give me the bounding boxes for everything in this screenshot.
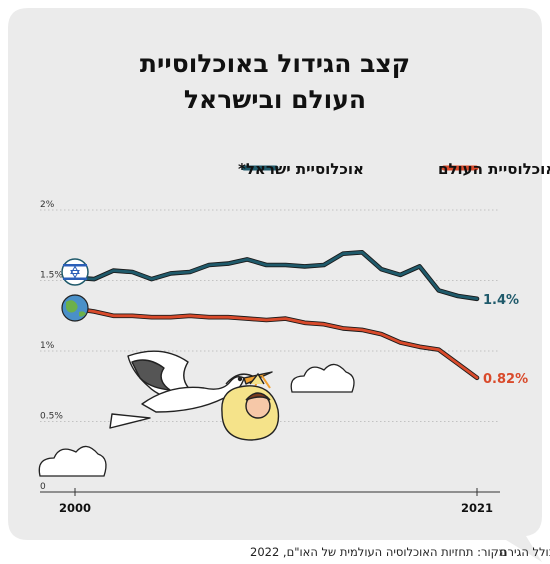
data-point [227, 262, 230, 265]
end-label-israel: 1.4% [483, 293, 519, 308]
data-point [208, 264, 210, 266]
cloud-icon [290, 363, 355, 393]
data-point [303, 321, 306, 324]
legend-label-israel: אוכלוסיית ישראל* [238, 160, 364, 178]
data-point [303, 265, 306, 268]
data-point [380, 333, 383, 335]
chart-title-line1: קצב הגידול באוכלוסיית [140, 49, 410, 78]
legend-label-world: אוכלוסיית העולם [438, 160, 550, 178]
stork-illustration [109, 350, 273, 429]
source-note: מקור: תחזיות האוכלוסיה העולמית של האו"ם,… [250, 545, 507, 559]
data-point [150, 278, 153, 280]
data-point [169, 272, 172, 275]
y-tick-label: 1% [40, 341, 55, 351]
data-point [342, 252, 344, 255]
data-point [284, 264, 287, 266]
footnote: *קצב גידול טבעי, לא כולל הגירה [500, 545, 550, 559]
data-point [361, 328, 364, 331]
data-point [342, 327, 344, 330]
legend: אוכלוסיית ישראל* אוכלוסיית העולם [238, 160, 550, 178]
data-point [265, 264, 268, 266]
globe-icon [61, 294, 89, 322]
data-point [246, 258, 249, 261]
speech-bubble-background [8, 8, 542, 562]
data-point [188, 271, 191, 273]
data-point [284, 317, 287, 320]
x-axis: 2000 2021 [40, 488, 500, 515]
data-point [380, 268, 383, 271]
series-line [73, 250, 479, 301]
data-point [476, 297, 478, 300]
data-point [456, 362, 459, 365]
x-tick-label: 2000 [59, 501, 91, 515]
x-tick-label: 2021 [461, 501, 493, 515]
series-line [73, 307, 479, 380]
data-point [112, 269, 115, 272]
data-point [437, 289, 440, 292]
data-point [208, 316, 210, 319]
data-point [227, 316, 230, 319]
data-point [322, 323, 325, 326]
y-tick-label: 1.5% [40, 271, 63, 281]
data-point [150, 316, 153, 319]
data-point [93, 278, 96, 280]
y-tick-label: 0 [40, 482, 46, 492]
data-point [265, 319, 268, 321]
data-point [322, 264, 325, 266]
y-axis: 0 0.5% 1% 1.5% 2% [40, 200, 63, 492]
data-point [456, 295, 459, 297]
data-point [93, 310, 96, 313]
data-point [399, 273, 402, 276]
data-point [418, 265, 421, 268]
y-tick-label: 0.5% [40, 412, 63, 422]
series-1 [72, 306, 480, 381]
data-point [112, 314, 115, 317]
data-point [476, 376, 478, 379]
data-point [169, 316, 172, 319]
end-label-world: 0.82% [483, 372, 528, 387]
data-point [437, 348, 440, 351]
data-point [399, 341, 402, 344]
data-point [246, 317, 249, 320]
data-point [131, 314, 134, 317]
data-point [361, 251, 364, 254]
series-0 [72, 250, 480, 302]
series-layer [72, 250, 480, 381]
israel-flag-icon [61, 258, 89, 286]
y-tick-label: 2% [40, 200, 55, 210]
data-point [131, 271, 134, 273]
data-point [418, 345, 421, 348]
data-point [188, 314, 191, 317]
cloud-icon [38, 445, 107, 477]
chart-title-line2: העולם ובישראל [184, 85, 366, 114]
baby-bundle-illustration [221, 372, 280, 441]
